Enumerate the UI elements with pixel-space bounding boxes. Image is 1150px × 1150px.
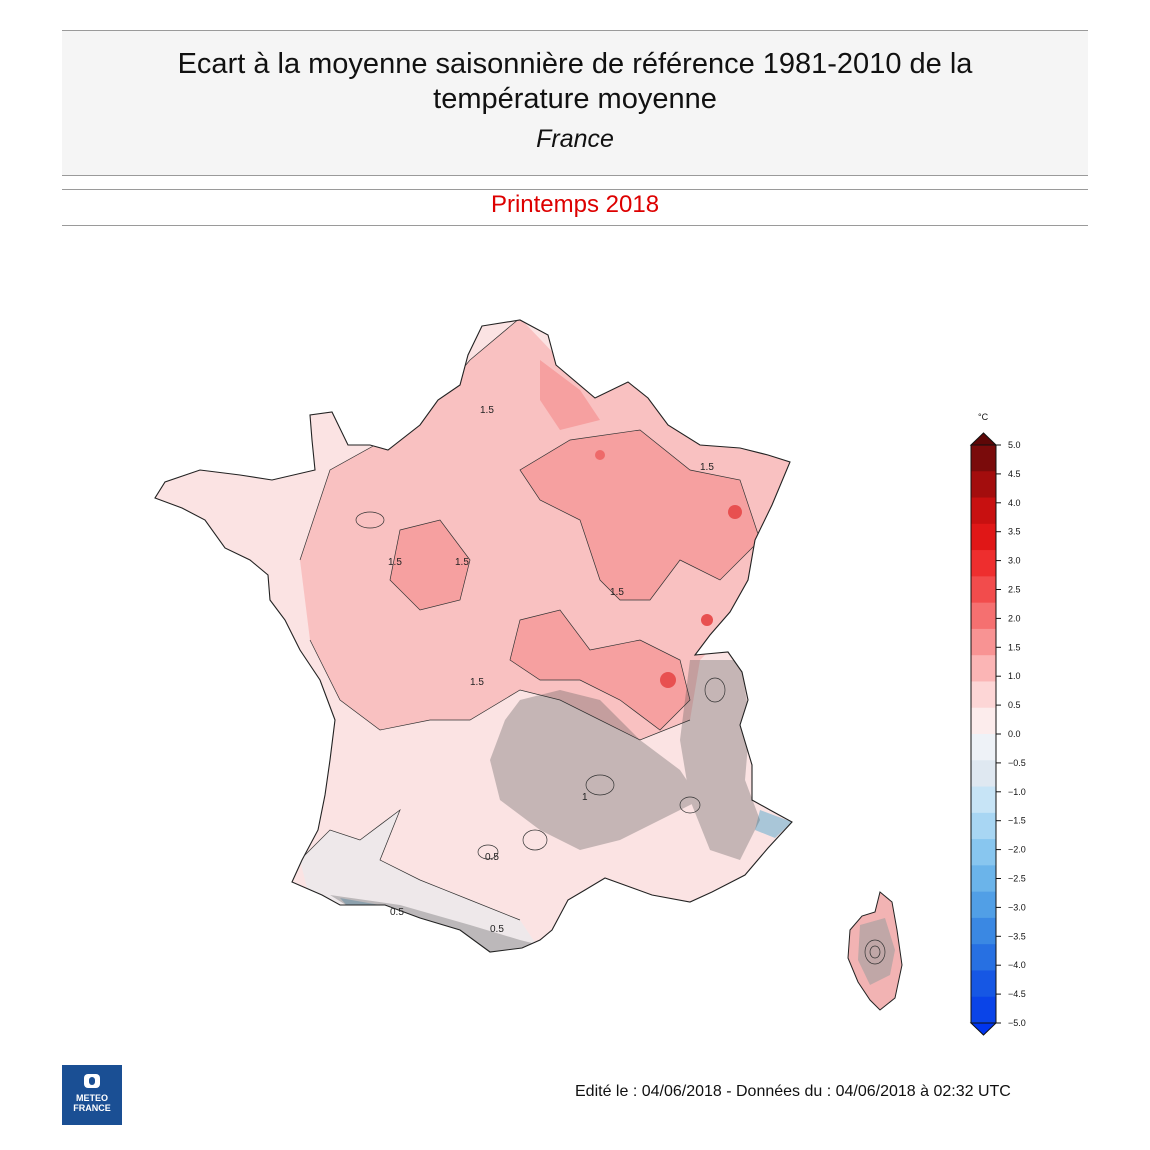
- colorbar-cell: [971, 865, 996, 893]
- anomaly-zone-1.5-2-north: [540, 360, 600, 430]
- colorbar-cell: [971, 523, 996, 551]
- anomaly-zone-negative-alps: [755, 810, 792, 838]
- colorbar-cell: [971, 970, 996, 998]
- contour-label: 0.5: [390, 907, 404, 918]
- contour-line: [704, 677, 726, 703]
- contour-label: 0.5: [485, 852, 499, 863]
- hot-spot: [595, 450, 605, 460]
- meteo-france-logo: METEO FRANCE: [62, 1065, 122, 1125]
- colorbar-cell: [971, 891, 996, 919]
- colorbar-cell: [971, 996, 996, 1024]
- colorbar-tick-label: 2.5: [1008, 585, 1021, 595]
- colorbar-tick-label: 1.0: [1008, 671, 1021, 681]
- colorbar-cell: [971, 497, 996, 525]
- hot-spot: [701, 614, 713, 626]
- contour-line: [522, 829, 548, 851]
- colorbar-tick-label: 2.0: [1008, 613, 1021, 623]
- contour-label: 1.5: [455, 557, 469, 568]
- contour-line: [519, 429, 761, 601]
- colorbar-tick-label: 0.5: [1008, 700, 1021, 710]
- contour-label: 0.5: [490, 924, 504, 935]
- map-title-line-1: Ecart à la moyenne saisonnière de référe…: [177, 48, 973, 80]
- colorbar-cell: [971, 944, 996, 971]
- region-subtitle: France: [536, 125, 614, 153]
- contour-line: [509, 609, 691, 731]
- contour-line: [679, 796, 701, 814]
- colorbar-tick-label: 1.5: [1008, 642, 1021, 652]
- period-label: Printemps 2018: [490, 191, 660, 218]
- colorbar-tick-label: −4.5: [1008, 989, 1026, 999]
- contour-label: 1: [582, 792, 588, 803]
- colorbar-cell: [971, 839, 996, 866]
- colorbar-cell: [971, 471, 996, 499]
- title-panel: Ecart à la moyenne saisonnière de référe…: [62, 30, 1088, 176]
- hot-spot: [728, 505, 742, 519]
- colorbar-arrow-top: [969, 432, 998, 446]
- colorbar-tick-label: −5.0: [1008, 1018, 1026, 1028]
- contour-line: [585, 774, 615, 796]
- colorbar-cell: [971, 681, 996, 709]
- relief-massif-central: [490, 690, 700, 850]
- colorbar-cell: [971, 734, 996, 761]
- colorbar-cell: [971, 628, 996, 656]
- colorbar-cell: [971, 786, 996, 814]
- contour-label: 1.5: [388, 557, 402, 568]
- colorbar-cell: [971, 550, 996, 577]
- relief-alps: [680, 660, 760, 860]
- contour-label: 1.5: [480, 405, 494, 416]
- contour-line: [389, 519, 471, 611]
- colorbar-cell: [971, 576, 996, 604]
- colorbar-tick-label: −4.0: [1008, 960, 1026, 970]
- colorbar-cell: [971, 655, 996, 682]
- separator-bottom: [62, 225, 1088, 226]
- colorbar-cell: [971, 917, 996, 945]
- corsica-map: [847, 891, 903, 1011]
- colorbar-tick-label: −3.5: [1008, 931, 1026, 941]
- colorbar-tick-label: 4.5: [1008, 469, 1021, 479]
- colorbar-tick-label: −0.5: [1008, 758, 1026, 768]
- colorbar-tick-label: −1.0: [1008, 787, 1026, 797]
- colorbar-tick-label: −2.5: [1008, 874, 1026, 884]
- colorbar-unit: °C: [978, 412, 989, 422]
- contour-label: 1.5: [610, 587, 624, 598]
- logo-text-2: FRANCE: [73, 1103, 111, 1113]
- contour-line: [355, 511, 385, 529]
- colorbar: °C 5.0 4.5 4.0 3.5 3.0 2.5 2.0 1.5 1.0 0.5 0.0 −0.5…: [969, 412, 1026, 1036]
- meteo-france-logo-icon: [84, 1074, 100, 1088]
- colorbar-cell: [971, 812, 996, 840]
- colorbar-cell: [971, 602, 996, 630]
- france-border: [154, 319, 793, 953]
- anomaly-zone-1.5-2-south-east: [510, 610, 690, 730]
- hot-spot: [660, 672, 676, 688]
- map-title-line-2: température moyenne: [433, 83, 717, 115]
- contour-line: [299, 808, 521, 921]
- colorbar-tick-label: 3.5: [1008, 527, 1021, 537]
- separator-top: [62, 189, 1088, 190]
- contour-label: 1.5: [700, 462, 714, 473]
- edit-info: Edité le : 04/06/2018 - Données du : 04/…: [575, 1083, 1011, 1100]
- colorbar-tick-label: −2.0: [1008, 845, 1026, 855]
- colorbar-tick-label: 3.0: [1008, 556, 1021, 566]
- contour-line: [477, 844, 499, 860]
- colorbar-tick-label: 5.0: [1008, 440, 1021, 450]
- anomaly-zone-0-0.5: [300, 810, 540, 952]
- colorbar-tick-label: −3.0: [1008, 902, 1026, 912]
- colorbar-arrow-bottom: [969, 1022, 998, 1036]
- colorbar-tick-label: 4.0: [1008, 498, 1021, 508]
- anomaly-zone-1.5-2-east: [520, 430, 760, 600]
- colorbar-tick-label: −1.5: [1008, 816, 1026, 826]
- colorbar-cell: [971, 760, 996, 788]
- france-mainland-map: 1.5 1.5 1.5 1.5 1.5 1.5 1 0.5 0.5 0.5: [154, 319, 793, 953]
- colorbar-cell: [971, 707, 996, 735]
- colorbar-cell: [971, 445, 996, 472]
- anomaly-zone-1.5-2-centre: [390, 520, 470, 610]
- logo-text-1: METEO: [75, 1093, 108, 1103]
- contour-line: [309, 639, 691, 741]
- colorbar-tick-label: 0.0: [1008, 729, 1021, 739]
- contour-label: 1.5: [470, 677, 484, 688]
